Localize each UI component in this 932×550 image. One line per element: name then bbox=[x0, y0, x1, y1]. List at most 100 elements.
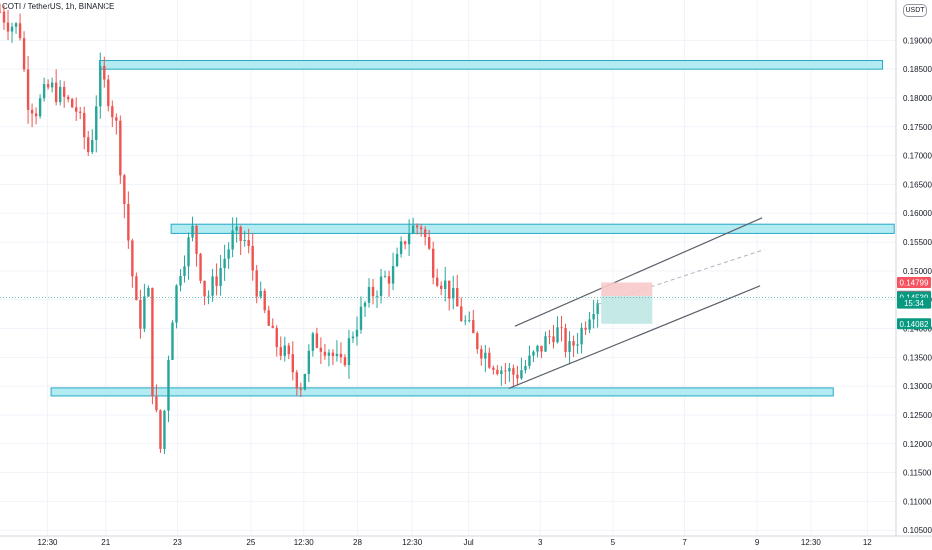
x-tick-label: 9 bbox=[755, 538, 760, 547]
y-tick-label: 0.10500 bbox=[903, 526, 932, 535]
candle-body bbox=[476, 333, 479, 350]
candle-body bbox=[504, 370, 507, 372]
candle-body bbox=[339, 353, 343, 358]
y-tick-label: 0.16000 bbox=[903, 209, 932, 218]
y-tick-label: 0.15500 bbox=[903, 238, 932, 247]
candle-body bbox=[139, 300, 142, 329]
candle-body bbox=[231, 230, 234, 250]
candle-body bbox=[568, 341, 571, 352]
candle-body bbox=[564, 328, 567, 352]
candle-body bbox=[367, 286, 371, 303]
candle-body bbox=[371, 286, 375, 297]
position-target-zone bbox=[601, 296, 653, 324]
candle-body bbox=[588, 319, 591, 330]
candle-body bbox=[311, 333, 315, 351]
candle-body bbox=[235, 226, 238, 231]
candle-body bbox=[203, 280, 206, 297]
candle-body bbox=[351, 336, 355, 339]
candle-body bbox=[50, 82, 54, 88]
y-tick-label: 0.15000 bbox=[903, 267, 932, 276]
candle-body bbox=[287, 345, 290, 355]
candle-body bbox=[383, 276, 387, 278]
price-label-bg bbox=[897, 318, 931, 330]
candle-body bbox=[187, 237, 190, 267]
candle-body bbox=[147, 287, 150, 297]
y-tick-label: 0.16500 bbox=[903, 180, 932, 189]
candle-body bbox=[215, 276, 218, 286]
candle-body bbox=[596, 303, 599, 314]
candle-body bbox=[0, 11, 2, 13]
candle-body bbox=[331, 352, 335, 357]
resistance-zone-upper bbox=[98, 60, 884, 70]
candle-body bbox=[131, 240, 134, 277]
y-tick-label: 0.18500 bbox=[903, 65, 932, 74]
candle-body bbox=[79, 111, 82, 113]
candle-body bbox=[295, 372, 299, 389]
candle-body bbox=[195, 225, 198, 254]
candle-body bbox=[580, 327, 583, 345]
candle-body bbox=[448, 280, 451, 299]
candle-body bbox=[484, 352, 487, 359]
candle-body bbox=[271, 325, 274, 328]
candle-body bbox=[363, 302, 367, 307]
x-tick-label: 25 bbox=[246, 538, 255, 547]
candle-body bbox=[155, 396, 158, 411]
candle-body bbox=[524, 365, 527, 371]
candle-body bbox=[355, 329, 359, 337]
grid-lines bbox=[0, 0, 896, 536]
candle-body bbox=[163, 410, 166, 449]
candle-body bbox=[22, 38, 26, 70]
x-tick-label: 12:30 bbox=[37, 538, 58, 547]
candle-body bbox=[299, 388, 303, 390]
candle-body bbox=[267, 310, 270, 326]
support-zone-lower bbox=[50, 387, 834, 397]
candle-body bbox=[167, 359, 170, 411]
candle-body bbox=[343, 357, 347, 366]
candle-body bbox=[387, 276, 391, 284]
candle-body bbox=[30, 109, 34, 114]
x-tick-label: Jul bbox=[463, 538, 473, 547]
candle-body bbox=[572, 341, 575, 346]
y-tick-label: 0.12500 bbox=[903, 411, 932, 420]
candle-body bbox=[58, 86, 62, 103]
candle-body bbox=[415, 225, 419, 228]
price-label-bg bbox=[897, 276, 931, 288]
candle-body bbox=[211, 276, 214, 296]
x-tick-label: 7 bbox=[682, 538, 687, 547]
candle-body bbox=[456, 287, 459, 307]
candle-body bbox=[119, 120, 122, 176]
candle-body bbox=[452, 287, 455, 299]
candle-body bbox=[251, 246, 254, 271]
y-tick-label: 0.13000 bbox=[903, 382, 932, 391]
candle-body bbox=[103, 65, 106, 80]
candle-body bbox=[496, 369, 499, 375]
y-tick-label: 0.13500 bbox=[903, 353, 932, 362]
candle-body bbox=[315, 333, 319, 348]
candle-body bbox=[6, 22, 10, 32]
candle-body bbox=[83, 112, 86, 138]
candle-body bbox=[472, 320, 475, 334]
candle-body bbox=[411, 225, 415, 234]
candle-body bbox=[227, 249, 230, 259]
candle-body bbox=[379, 276, 383, 296]
candle-body bbox=[576, 344, 579, 346]
candle-body bbox=[18, 23, 22, 39]
y-tick-label: 0.12000 bbox=[903, 440, 932, 449]
candle-body bbox=[199, 253, 202, 281]
chart-title: COTI / TetherUS, 1h, BINANCE bbox=[2, 2, 115, 11]
x-tick-label: 23 bbox=[173, 538, 182, 547]
support-resistance-zones bbox=[50, 60, 895, 397]
candle-body bbox=[512, 368, 515, 375]
candle-body bbox=[584, 327, 587, 330]
candle-body bbox=[431, 248, 435, 278]
candle-body bbox=[480, 349, 483, 359]
candle-body bbox=[395, 253, 399, 267]
candle-body bbox=[508, 368, 511, 372]
candle-body bbox=[435, 277, 439, 286]
currency-unit-badge[interactable]: USDT bbox=[903, 4, 927, 17]
candle-body bbox=[327, 352, 331, 356]
candle-body bbox=[46, 84, 50, 88]
x-tick-label: 5 bbox=[611, 538, 616, 547]
candle-body bbox=[359, 306, 363, 330]
